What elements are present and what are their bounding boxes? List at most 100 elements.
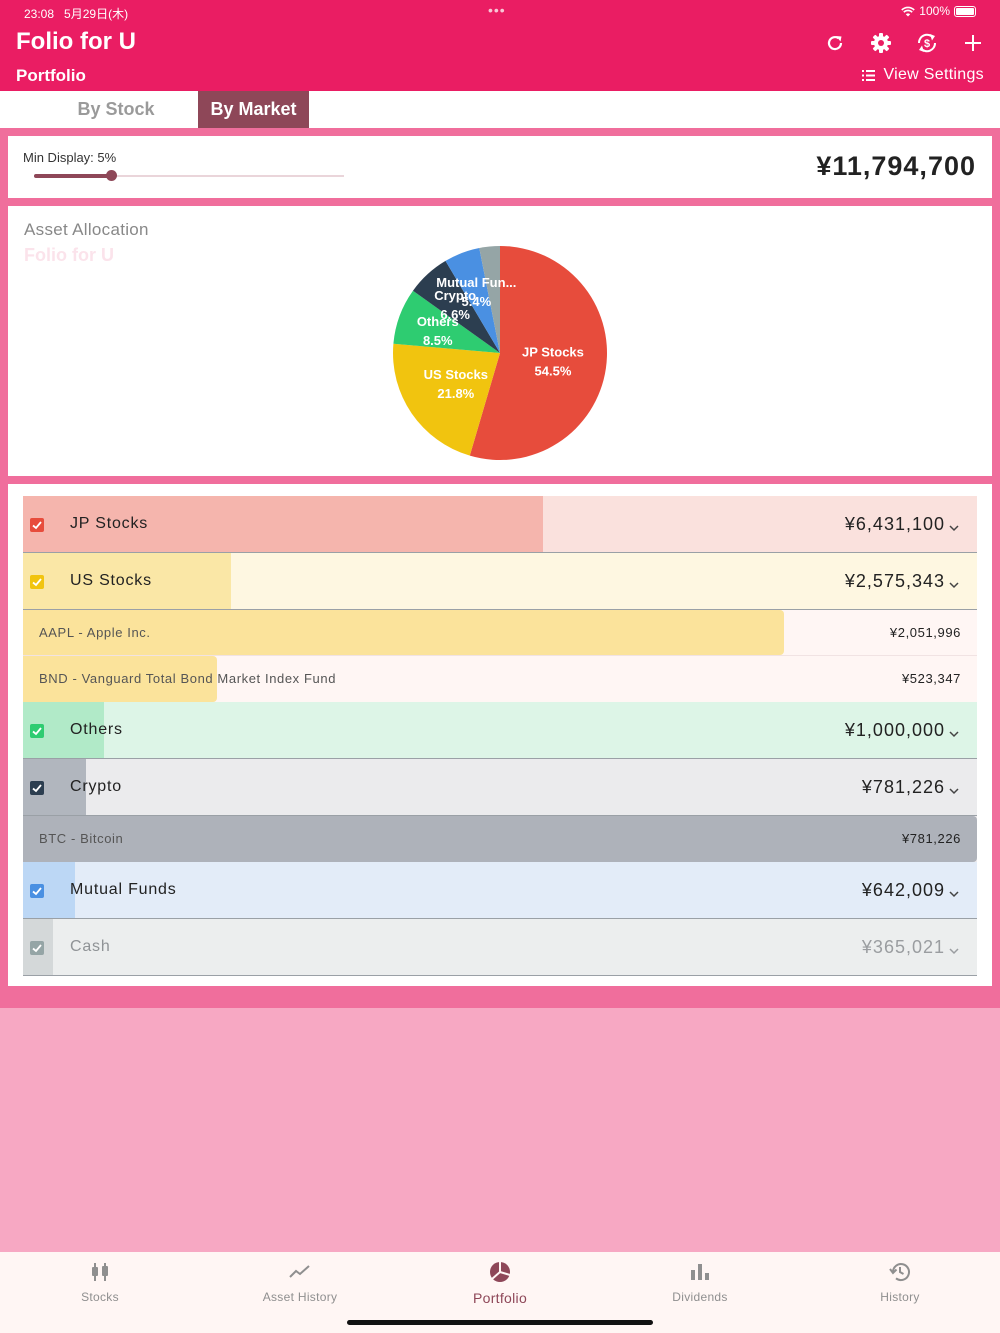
market-row[interactable]: Others ¥1,000,000 xyxy=(23,702,977,759)
chevron-down-icon[interactable] xyxy=(949,886,959,897)
pie-label: Crypto xyxy=(434,288,476,303)
holding-bar xyxy=(23,656,217,702)
history-icon xyxy=(889,1263,910,1282)
pie-slice[interactable] xyxy=(393,290,500,353)
slider-thumb[interactable] xyxy=(106,170,117,181)
tab-history[interactable]: History xyxy=(800,1260,1000,1304)
tab-label: Dividends xyxy=(672,1290,728,1304)
list-icon xyxy=(862,69,876,81)
view-tabs: By Stock By Market xyxy=(0,91,1000,128)
allocation-pie-chart[interactable]: JP Stocks 54.5% US Stocks 21.8% Others 8.5% Cr… xyxy=(8,206,992,476)
refresh-button[interactable] xyxy=(822,30,848,56)
candlestick-icon xyxy=(92,1263,108,1281)
holding-bar xyxy=(23,816,977,862)
min-display-label: Min Display: 5% xyxy=(23,150,117,165)
slider-fill xyxy=(34,174,111,178)
pie-value-label: 6.6% xyxy=(440,307,470,322)
holding-row[interactable]: BND - Vanguard Total Bond Market Index F… xyxy=(23,656,977,702)
market-list: JP Stocks ¥6,431,100 US Stocks ¥2,575,343 AA… xyxy=(8,484,992,986)
pie-value-label: 5.4% xyxy=(462,294,492,309)
market-row[interactable]: Cash ¥365,021 xyxy=(23,919,977,976)
checkmark-icon xyxy=(32,726,42,735)
gear-icon xyxy=(871,33,891,53)
chevron-down-icon[interactable] xyxy=(949,520,959,531)
checkmark-icon xyxy=(32,886,42,895)
checkmark-icon xyxy=(32,520,42,529)
holding-row[interactable]: BTC - Bitcoin ¥781,226 xyxy=(23,816,977,862)
app-title: Folio for U xyxy=(16,28,136,55)
tab-stocks[interactable]: Stocks xyxy=(0,1260,200,1304)
market-amount: ¥642,009 xyxy=(861,880,945,900)
market-name: JP Stocks xyxy=(70,515,149,532)
market-row[interactable]: Mutual Funds ¥642,009 xyxy=(23,862,977,919)
checkmark-icon xyxy=(32,577,42,586)
pie-value-label: 8.5% xyxy=(423,333,453,348)
tab-portfolio[interactable]: Portfolio xyxy=(400,1260,600,1306)
home-indicator xyxy=(347,1320,653,1325)
market-name: Crypto xyxy=(70,778,122,795)
pie-label: Mutual Fun... xyxy=(436,275,516,290)
holding-bar xyxy=(23,610,785,655)
bar-chart-icon xyxy=(691,1264,709,1280)
market-row[interactable]: JP Stocks ¥6,431,100 xyxy=(23,496,977,553)
currency-sync-button[interactable]: $ xyxy=(914,30,940,56)
refresh-icon xyxy=(827,35,843,51)
settings-button[interactable] xyxy=(868,30,894,56)
visibility-checkbox[interactable] xyxy=(30,883,44,898)
pie-label: JP Stocks xyxy=(522,345,584,360)
portfolio-total: ¥11,794,700 xyxy=(816,151,976,181)
multitask-dots-icon[interactable]: ••• xyxy=(488,2,506,18)
pie-slice[interactable] xyxy=(392,343,500,456)
pie-value-label: 21.8% xyxy=(437,386,474,401)
pie-slice[interactable] xyxy=(445,248,500,353)
currency-sync-icon: $ xyxy=(917,33,937,53)
pie-slice[interactable] xyxy=(479,246,500,353)
chevron-down-icon[interactable] xyxy=(949,783,959,794)
pie-label: US Stocks xyxy=(424,367,488,382)
chart-title: Asset Allocation xyxy=(24,220,149,239)
holding-name: AAPL - Apple Inc. xyxy=(39,625,151,640)
market-name: Mutual Funds xyxy=(70,881,177,898)
plus-icon xyxy=(965,35,981,51)
market-amount: ¥781,226 xyxy=(861,777,945,797)
chevron-down-icon[interactable] xyxy=(949,726,959,737)
tab-by-stock[interactable]: By Stock xyxy=(77,99,155,119)
svg-text:$: $ xyxy=(924,38,930,50)
trend-line-icon xyxy=(289,1265,310,1278)
tab-label: History xyxy=(880,1290,920,1304)
tab-by-market[interactable]: By Market xyxy=(198,91,309,128)
pie-label: Others xyxy=(417,314,459,329)
visibility-checkbox[interactable] xyxy=(30,723,44,738)
chevron-down-icon[interactable] xyxy=(949,943,959,954)
allocation-chart-card: Asset Allocation Folio for U JP Stocks 54… xyxy=(8,206,992,476)
holding-amount: ¥523,347 xyxy=(901,671,961,686)
market-row[interactable]: US Stocks ¥2,575,343 xyxy=(23,553,977,610)
visibility-checkbox[interactable] xyxy=(30,780,44,795)
min-display-slider[interactable] xyxy=(34,170,344,181)
holding-amount: ¥781,226 xyxy=(901,831,961,846)
market-amount: ¥1,000,000 xyxy=(844,720,945,740)
tab-dividends[interactable]: Dividends xyxy=(600,1260,800,1304)
chevron-down-icon[interactable] xyxy=(949,577,959,588)
holding-row[interactable]: AAPL - Apple Inc. ¥2,051,996 xyxy=(23,610,977,656)
wifi-icon xyxy=(901,6,916,16)
summary-card: Min Display: 5% ¥11,794,700 xyxy=(8,136,992,198)
view-settings-button[interactable]: View Settings xyxy=(862,66,984,84)
tab-asset-history[interactable]: Asset History xyxy=(200,1260,400,1304)
allocation-bar xyxy=(23,496,543,552)
holding-amount: ¥2,051,996 xyxy=(889,625,961,640)
visibility-checkbox[interactable] xyxy=(30,940,44,955)
view-settings-label: View Settings xyxy=(883,66,984,83)
status-time: 23:08 5月29日(木) xyxy=(24,7,129,21)
pie-slice[interactable] xyxy=(469,246,607,460)
market-name: Cash xyxy=(70,938,111,955)
market-amount: ¥6,431,100 xyxy=(844,514,945,534)
market-row[interactable]: Crypto ¥781,226 xyxy=(23,759,977,816)
visibility-checkbox[interactable] xyxy=(30,574,44,589)
add-button[interactable] xyxy=(960,30,986,56)
pie-slice[interactable] xyxy=(412,260,500,353)
visibility-checkbox[interactable] xyxy=(30,517,44,532)
checkmark-icon xyxy=(32,783,42,792)
toolbar: $ xyxy=(822,30,986,56)
market-name: Others xyxy=(70,721,123,738)
